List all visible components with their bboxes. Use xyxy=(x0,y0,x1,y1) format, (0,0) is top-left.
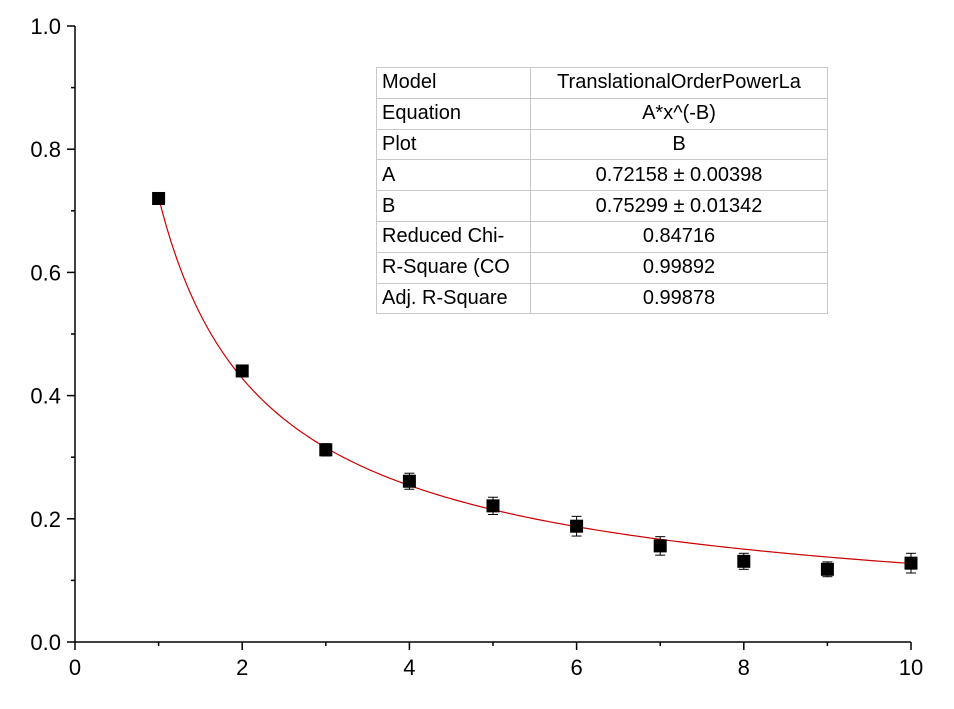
y-ticks: 0.0 0.2 0.4 0.6 0.8 1.0 xyxy=(30,14,75,655)
fit-param-value: 0.75299 ± 0.01342 xyxy=(530,190,828,222)
x-tick-label: 8 xyxy=(738,655,750,680)
fit-param-name: Reduced Chi- xyxy=(376,220,531,253)
fit-param-value: B xyxy=(530,128,828,161)
data-point xyxy=(152,191,166,205)
data-point xyxy=(402,474,416,488)
data-point xyxy=(904,556,918,570)
fit-param-name: A xyxy=(376,159,531,192)
fit-table-row: Model TranslationalOrderPowerLa xyxy=(376,67,828,99)
x-ticks: 0 2 4 6 8 10 xyxy=(69,642,923,680)
fit-table-row: R-Square (CO 0.99892 xyxy=(376,251,828,284)
fit-param-name: Adj. R-Square xyxy=(376,282,531,315)
fit-param-name: Model xyxy=(376,67,531,99)
fit-table-row: Adj. R-Square 0.99878 xyxy=(376,282,828,315)
fit-param-value: TranslationalOrderPowerLa xyxy=(530,67,828,99)
fit-param-name: Equation xyxy=(376,97,531,130)
y-tick-label: 1.0 xyxy=(30,14,61,39)
fit-param-value: A*x^(-B) xyxy=(530,97,828,130)
data-point xyxy=(653,539,667,553)
fit-param-value: 0.99892 xyxy=(530,251,828,284)
data-point xyxy=(570,519,584,533)
x-tick-label: 0 xyxy=(69,655,81,680)
y-tick-label: 0.6 xyxy=(30,260,61,285)
data-point xyxy=(319,443,333,457)
x-tick-label: 6 xyxy=(570,655,582,680)
fit-param-name: B xyxy=(376,190,531,222)
fit-table-row: A 0.72158 ± 0.00398 xyxy=(376,159,828,192)
y-tick-label: 0.0 xyxy=(30,630,61,655)
fit-param-name: R-Square (CO xyxy=(376,251,531,284)
fit-table-row: Reduced Chi- 0.84716 xyxy=(376,220,828,253)
y-tick-label: 0.8 xyxy=(30,137,61,162)
fit-param-name: Plot xyxy=(376,128,531,161)
fit-results-table: Model TranslationalOrderPowerLa Equation A*… xyxy=(376,67,828,315)
fit-curve xyxy=(158,197,912,565)
data-point xyxy=(486,499,500,513)
x-tick-label: 4 xyxy=(403,655,415,680)
y-tick-label: 0.2 xyxy=(30,507,61,532)
fit-param-value: 0.84716 xyxy=(530,220,828,253)
data-points xyxy=(152,191,918,576)
fit-table-row: Plot B xyxy=(376,128,828,161)
data-point xyxy=(820,562,834,576)
fit-results-body: Model TranslationalOrderPowerLa Equation A*… xyxy=(376,67,828,315)
fit-table-row: B 0.75299 ± 0.01342 xyxy=(376,190,828,222)
fit-param-value: 0.72158 ± 0.00398 xyxy=(530,159,828,192)
x-tick-label: 10 xyxy=(899,655,923,680)
data-point xyxy=(737,554,751,568)
fit-param-value: 0.99878 xyxy=(530,282,828,315)
data-point xyxy=(235,364,249,378)
fit-table-row: Equation A*x^(-B) xyxy=(376,97,828,130)
y-tick-label: 0.4 xyxy=(30,384,61,409)
x-tick-label: 2 xyxy=(236,655,248,680)
